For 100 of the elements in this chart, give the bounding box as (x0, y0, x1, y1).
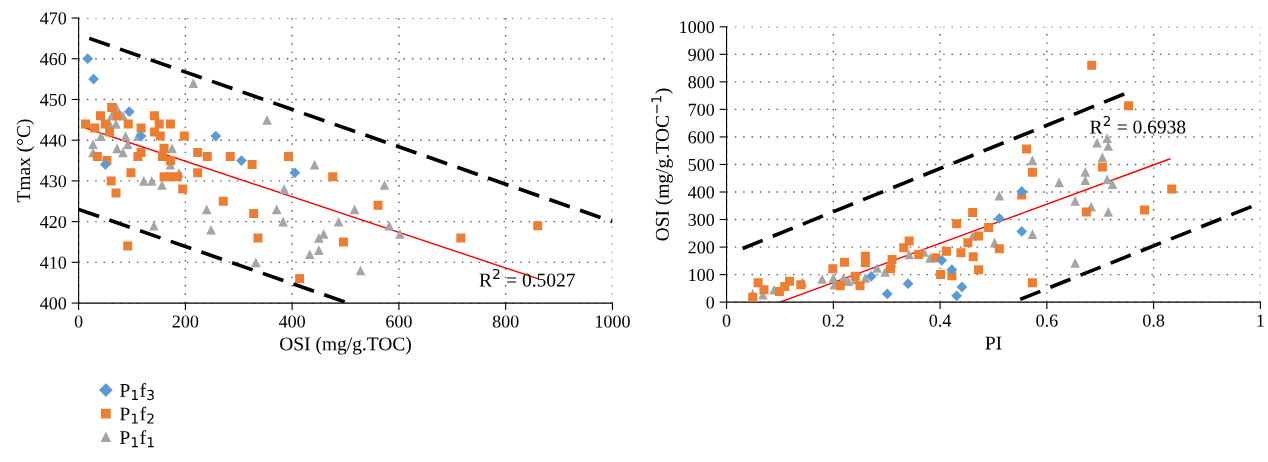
point (206, 224, 216, 235)
point (123, 241, 133, 251)
legend-label: P$_{1}$f$_{1}$ (120, 430, 154, 448)
point (1027, 278, 1037, 288)
point (106, 176, 116, 186)
point (338, 237, 348, 247)
point (88, 73, 99, 85)
point (218, 196, 228, 206)
point (105, 127, 115, 137)
point (1140, 205, 1150, 215)
point (835, 281, 845, 291)
point (146, 176, 157, 186)
point (210, 130, 222, 142)
point (817, 274, 827, 284)
point (968, 252, 978, 262)
y-tick-label: 400 (40, 297, 67, 310)
y-tick-label: 470 (40, 12, 67, 25)
y-tick-label: 430 (40, 175, 67, 188)
y-tick-label: 600 (688, 131, 715, 144)
point (828, 264, 838, 274)
point (994, 190, 1005, 201)
point (178, 184, 188, 194)
point (956, 248, 966, 258)
point (314, 245, 324, 255)
point (1027, 229, 1038, 239)
annotation: R$^{2}$ = 0.5027 (479, 268, 575, 287)
x-tick-label: 200 (172, 315, 199, 328)
point (289, 167, 301, 179)
point (881, 288, 893, 300)
point (993, 213, 1005, 224)
point (167, 143, 177, 154)
y-tick-label: 800 (688, 76, 715, 89)
point (914, 250, 924, 260)
x-tick-label: 0.8 (1143, 314, 1165, 327)
point (1027, 155, 1038, 166)
point (135, 130, 147, 142)
point (785, 276, 795, 286)
point (887, 254, 897, 264)
point (384, 220, 395, 231)
point (885, 264, 895, 274)
y-tick-label: 700 (688, 103, 715, 116)
point (840, 257, 850, 267)
point (860, 258, 870, 268)
point (1081, 207, 1091, 217)
x-axis-title: PI (985, 336, 1002, 350)
point (974, 265, 984, 275)
point (90, 123, 100, 133)
point (1022, 144, 1032, 154)
point (96, 111, 105, 121)
point (149, 220, 159, 231)
point (157, 180, 167, 190)
point (855, 281, 865, 291)
y-tick-label: 300 (688, 213, 715, 226)
point (1097, 162, 1107, 172)
point (951, 290, 963, 302)
point (99, 159, 111, 170)
annotation: R$^{2}$ = 0.6938 (1090, 115, 1186, 134)
point (379, 180, 390, 190)
point (120, 131, 131, 141)
point (1124, 101, 1134, 111)
point (395, 229, 405, 239)
point (165, 156, 175, 166)
point (753, 278, 763, 288)
y-tick-label: 500 (688, 158, 715, 171)
y-tick-label: 440 (40, 134, 67, 147)
point (1070, 196, 1080, 206)
x-axis-title: OSI (mg/g.TOC) (280, 336, 411, 355)
point (533, 221, 543, 231)
point (118, 147, 128, 158)
point (188, 78, 199, 88)
point (295, 274, 305, 284)
point (850, 271, 860, 281)
point (283, 151, 293, 161)
point (112, 143, 122, 154)
point (138, 176, 149, 186)
point (159, 143, 169, 153)
point (172, 172, 182, 182)
point (865, 270, 877, 282)
point (872, 263, 882, 273)
x-tick-label: 0.2 (822, 314, 844, 327)
point (225, 151, 235, 161)
point (149, 111, 159, 121)
point (952, 219, 962, 229)
point (100, 119, 110, 129)
point (946, 264, 958, 276)
point (126, 168, 136, 178)
point (279, 184, 289, 194)
point (123, 106, 135, 118)
x-tick-label: 0.6 (1036, 314, 1058, 327)
y-tick-label: 450 (40, 93, 67, 106)
point (942, 246, 951, 256)
point (1027, 167, 1037, 177)
y-tick-label: 460 (40, 53, 67, 66)
point (202, 151, 212, 161)
point (1070, 258, 1080, 268)
point (963, 238, 973, 248)
point (271, 204, 282, 215)
y-tick-label: 400 (688, 186, 715, 199)
y-tick-label: 410 (40, 256, 67, 269)
point (82, 53, 94, 65)
